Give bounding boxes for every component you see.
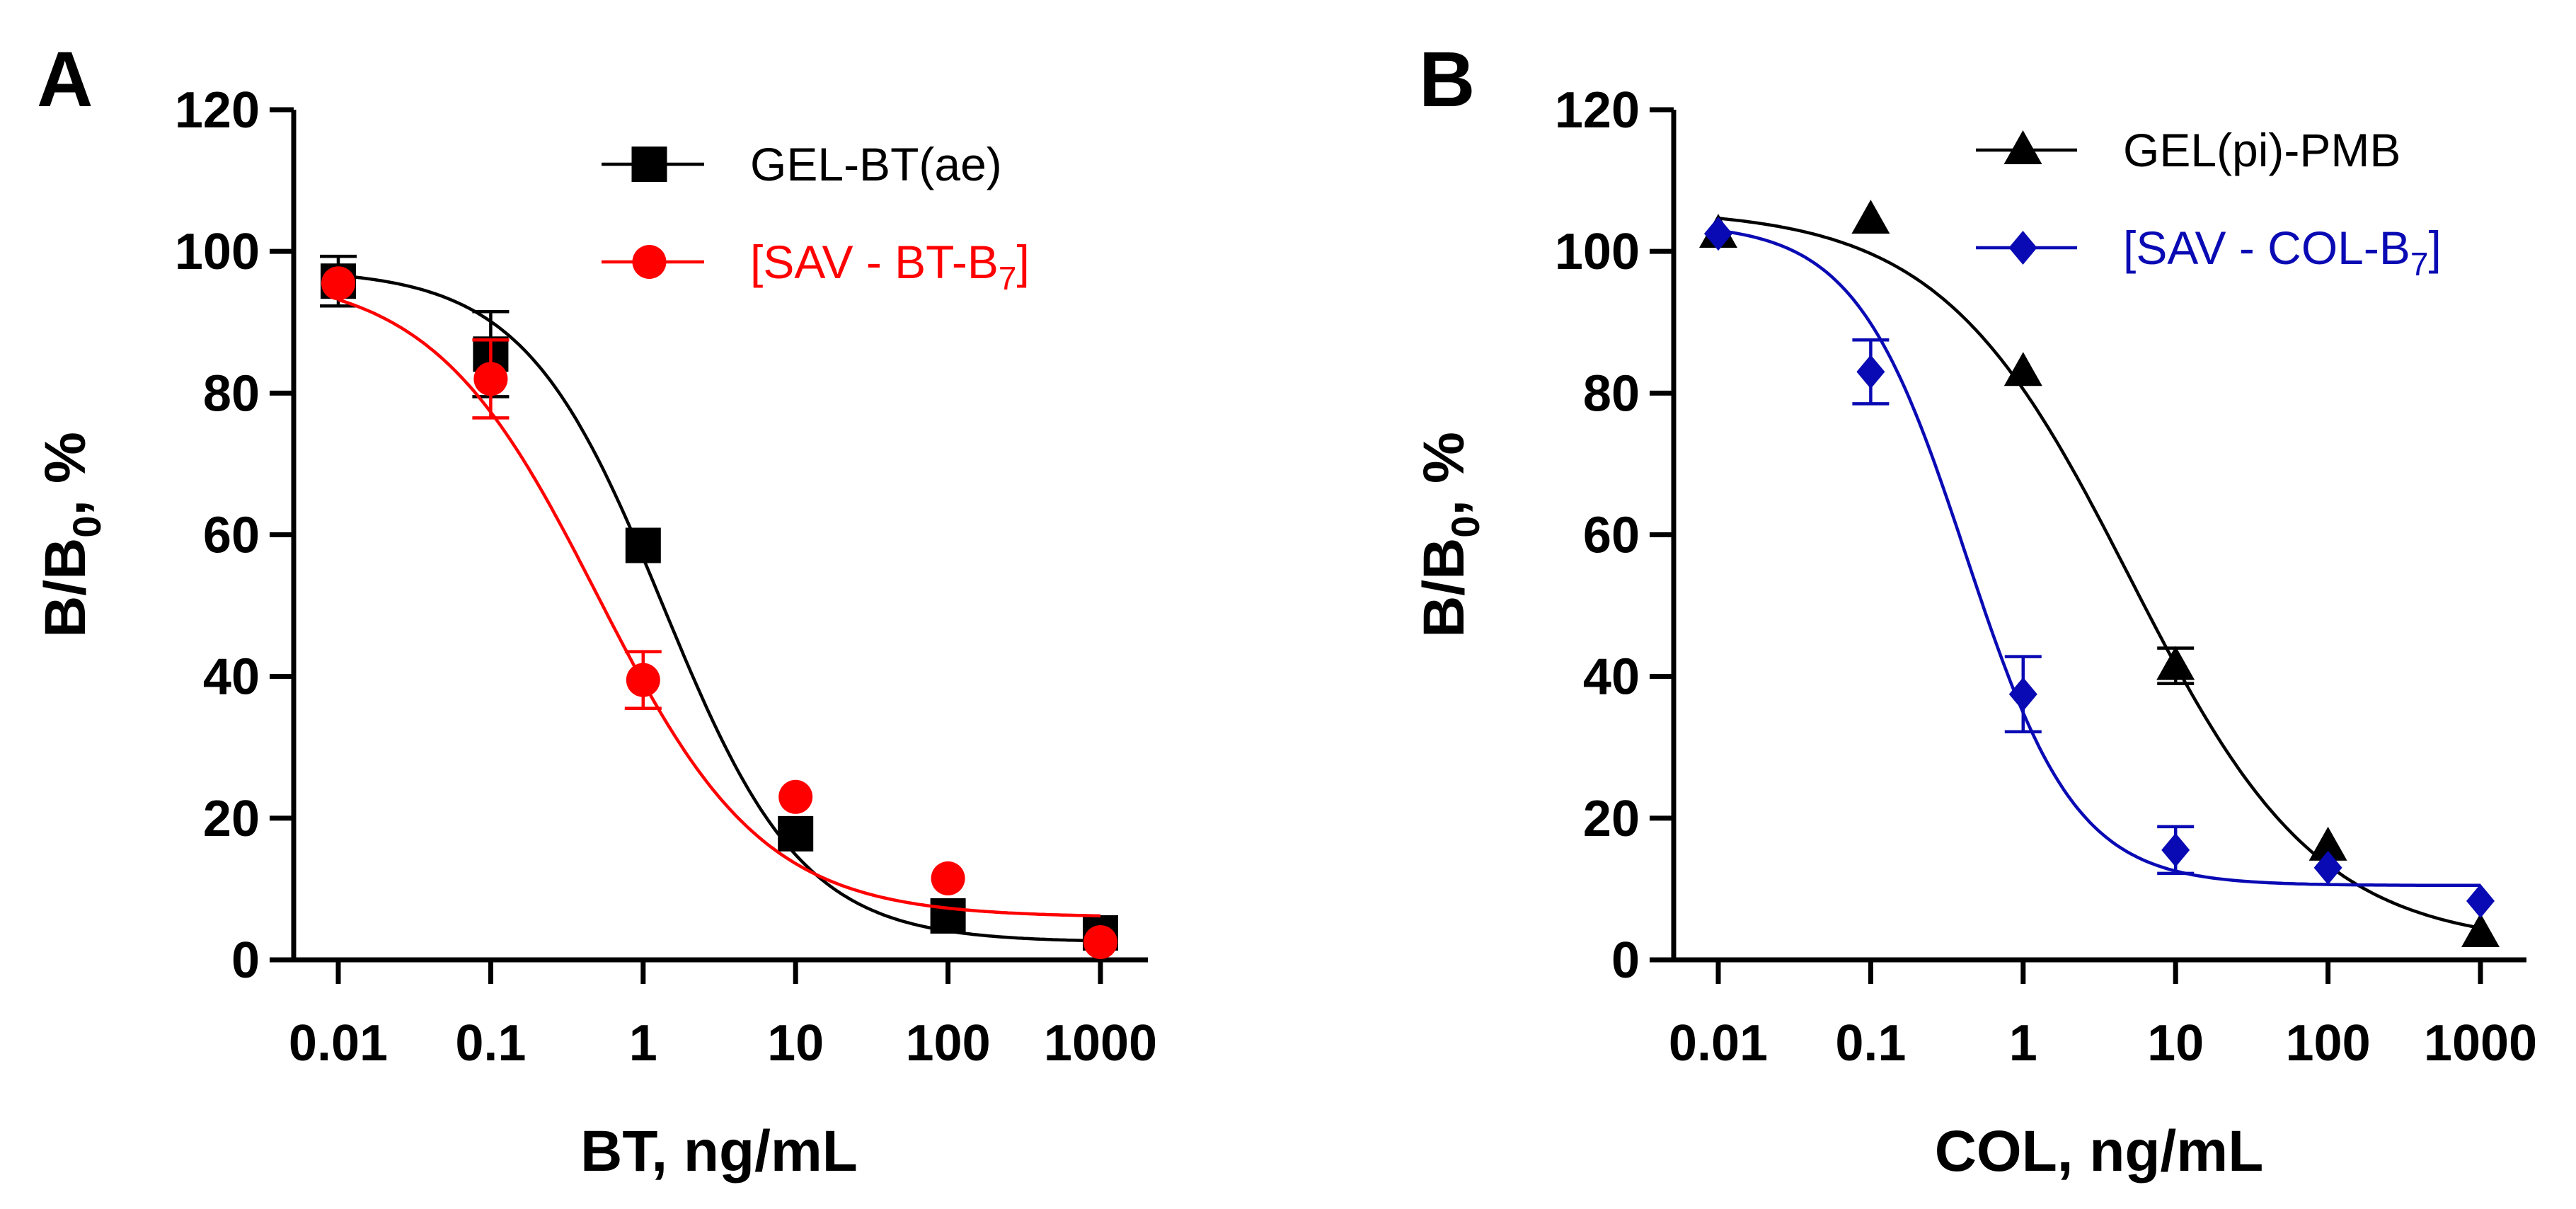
- x-axis-title: COL, ng/mL: [1935, 1119, 2264, 1184]
- data-point: [2313, 850, 2342, 885]
- x-tick-label: 0.01: [1669, 1015, 1768, 1072]
- x-tick-label: 1: [2009, 1015, 2037, 1072]
- data-point: [2156, 646, 2195, 680]
- data-point: [625, 527, 661, 563]
- x-tick-label: 0.1: [455, 1015, 526, 1072]
- x-tick-label: 1000: [1044, 1015, 1157, 1072]
- panel-b: B 0 20 40 60 80 100 120 0.01 0.1 1 10 100 1000 COL, ng…: [1412, 36, 2537, 1184]
- y-tick-label: 60: [1583, 508, 1640, 564]
- y-tick-label: 80: [1583, 365, 1640, 422]
- legend-label: [SAV - COL-B7]: [2123, 222, 2442, 282]
- fit-curve: [338, 298, 1101, 918]
- legend-label-sub: 7: [2410, 246, 2429, 282]
- data-point: [2161, 832, 2190, 867]
- y-tick-label: 80: [203, 365, 260, 422]
- legend-label: GEL(pi)-PMB: [2123, 124, 2400, 176]
- legend-label-main: GEL-BT(ae): [750, 138, 1002, 190]
- legend-label-tail: ]: [2428, 222, 2441, 274]
- data-point: [1704, 217, 1732, 251]
- y-axis-title-main: B/B: [33, 538, 98, 638]
- data-point: [778, 779, 813, 814]
- legend-label: GEL-BT(ae): [750, 138, 1002, 190]
- panel-letter: B: [1419, 36, 1475, 123]
- y-tick-label: 0: [231, 932, 260, 989]
- y-tick-label: 0: [1611, 932, 1640, 989]
- y-tick-label: 120: [175, 82, 260, 139]
- y-tick-label: 20: [1583, 791, 1640, 847]
- legend-marker: [632, 245, 667, 279]
- data-point: [778, 815, 814, 852]
- data-point: [1856, 355, 1885, 389]
- legend-label-main: GEL(pi)-PMB: [2123, 124, 2400, 176]
- data-point: [2003, 352, 2042, 386]
- x-tick-label: 10: [2147, 1015, 2204, 1072]
- y-axis-title-sub: 0: [64, 516, 109, 538]
- fit-curve: [338, 273, 1101, 943]
- legend-label-main: [SAV - BT-B: [750, 236, 999, 288]
- y-tick-label: 60: [203, 508, 260, 564]
- legend-marker: [2008, 231, 2037, 265]
- legend-label-main: [SAV - COL-B: [2123, 222, 2410, 274]
- data-point: [626, 663, 660, 697]
- y-axis-title-sub: 0: [1443, 516, 1488, 538]
- y-tick-label: 40: [203, 649, 260, 706]
- y-tick-label: 120: [1555, 82, 1640, 139]
- panel-a: A 0 20 40 60 80 100 120 0.01 0.1 1 10 100 1000 BT, ng/…: [33, 36, 1157, 1184]
- legend-marker: [631, 147, 667, 182]
- data-point: [2008, 677, 2037, 711]
- data-point: [321, 266, 355, 301]
- panel-letter: A: [37, 36, 93, 123]
- y-axis-title-main: B/B: [1412, 538, 1476, 638]
- x-axis-title: BT, ng/mL: [580, 1119, 858, 1184]
- x-tick-label: 0.01: [289, 1015, 388, 1072]
- data-point: [1083, 924, 1117, 959]
- series-1: [SAV - COL-B7]: [1704, 217, 2495, 918]
- x-tick-label: 1: [629, 1015, 657, 1072]
- fit-curve: [1718, 217, 2481, 930]
- x-tick-label: 100: [906, 1015, 991, 1072]
- fit-curve: [1718, 229, 2480, 888]
- data-point: [2461, 912, 2500, 947]
- legend-marker: [2003, 130, 2042, 164]
- series-0: GEL(pi)-PMB: [1699, 124, 2500, 947]
- x-tick-label: 100: [2286, 1015, 2371, 1072]
- legend-label-tail: ]: [1016, 236, 1029, 288]
- data-point: [1851, 200, 1890, 234]
- data-point: [2466, 883, 2495, 918]
- data-point: [2308, 826, 2347, 861]
- legend-label: [SAV - BT-B7]: [750, 236, 1030, 297]
- y-tick-label: 100: [175, 224, 260, 280]
- x-tick-label: 0.1: [1835, 1015, 1906, 1072]
- data-point: [930, 898, 966, 934]
- x-tick-label: 1000: [2424, 1015, 2537, 1072]
- y-axis-title: B/B0, %: [1412, 432, 1488, 638]
- series-1: [SAV - BT-B7]: [321, 236, 1117, 959]
- y-tick-label: 20: [203, 791, 260, 847]
- y-tick-label: 40: [1583, 649, 1640, 706]
- y-axis-title-tail: , %: [33, 432, 98, 515]
- legend-label-sub: 7: [999, 260, 1017, 297]
- data-point: [931, 861, 965, 895]
- y-axis-title: B/B0, %: [33, 432, 109, 638]
- x-tick-label: 10: [767, 1015, 824, 1072]
- y-tick-label: 100: [1555, 224, 1640, 280]
- y-axis-title-tail: , %: [1412, 432, 1476, 515]
- data-point: [473, 362, 508, 396]
